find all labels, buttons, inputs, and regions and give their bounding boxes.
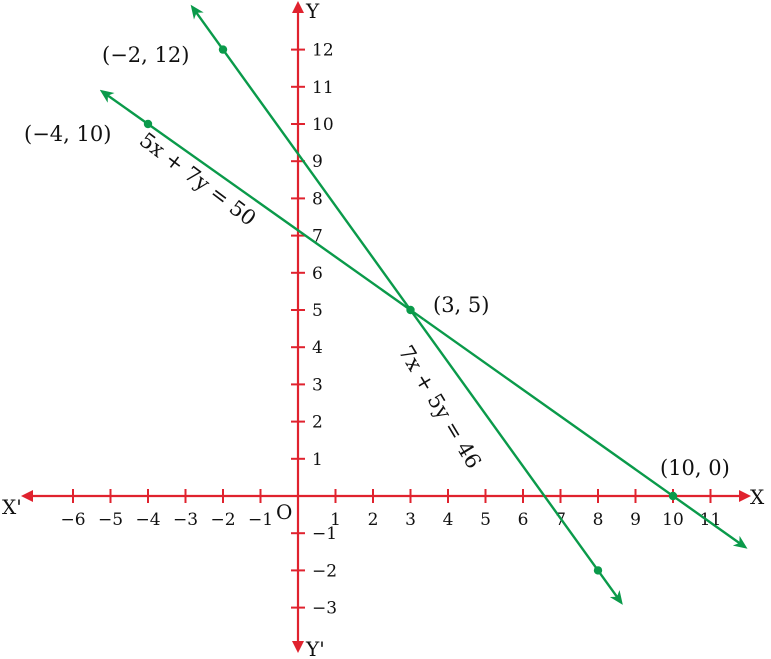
y-tick-label: −2 [312, 561, 337, 581]
point-label-3-5: (3, 5) [433, 293, 489, 317]
x-tick-label: −6 [60, 510, 85, 530]
x-tick-label: −2 [210, 510, 235, 530]
x-tick-label: 3 [405, 510, 416, 530]
x-tick-label: −3 [173, 510, 198, 530]
points-layer [143, 45, 678, 575]
x-tick-label: 2 [368, 510, 379, 530]
lines-layer [99, 4, 748, 605]
data-point-2 [143, 119, 153, 129]
y-tick-label: 2 [312, 413, 323, 433]
y-tick-label: 6 [312, 264, 323, 284]
y-tick-label: 3 [312, 375, 323, 395]
data-point-4 [668, 491, 678, 501]
data-point-5 [593, 566, 603, 575]
y-neg-axis-label: Y' [305, 637, 325, 659]
point-label-neg2-12: (−2, 12) [102, 43, 189, 67]
x-tick-label: −5 [98, 510, 123, 530]
x-tick-label: −4 [135, 510, 160, 530]
x-neg-axis-label: X' [2, 495, 22, 519]
series-line-1-lower [405, 304, 623, 605]
y-tick-label: 5 [312, 301, 323, 321]
y-tick-label: 10 [312, 115, 334, 135]
series-line-2-upper [99, 89, 425, 321]
series-line-1-upper [190, 4, 408, 306]
y-tick-label: −3 [312, 599, 337, 619]
x-tick-label: 9 [630, 510, 641, 530]
x-tick-label: 8 [593, 510, 604, 530]
y-tick-label: 12 [312, 41, 334, 61]
series-label-5x-7y-50: 5x + 7y = 50 [135, 128, 260, 231]
y-tick-label: 8 [312, 189, 323, 209]
series-line-2-lower [422, 318, 748, 549]
x-tick-label: 6 [518, 510, 529, 530]
x-tick-label: 5 [480, 510, 491, 530]
y-tick-label: 7 [312, 227, 323, 247]
x-tick-label: 1 [330, 510, 341, 530]
data-point-1 [218, 45, 228, 54]
x-tick-label: −1 [248, 510, 273, 530]
x-tick-label: 10 [662, 510, 684, 530]
origin-label: O [276, 500, 292, 524]
x-tick-label: 4 [443, 510, 454, 530]
y-tick-label: 11 [312, 78, 334, 98]
series-label-7x-5y-46: 7x + 5y = 46 [394, 341, 486, 473]
point-label-neg4-10: (−4, 10) [24, 122, 111, 146]
y-tick-label: 4 [312, 338, 323, 358]
y-tick-label: 9 [312, 152, 323, 172]
x-axis-label: X [750, 485, 765, 509]
axes-layer: −6−5−4−3−2−11234567891011−3−2−1123456789… [21, 1, 751, 653]
data-point-3 [406, 305, 415, 315]
point-label-10-0: (10, 0) [660, 456, 730, 480]
y-axis-label: Y [305, 0, 320, 23]
y-tick-label: 1 [312, 450, 323, 470]
y-tick-label: −1 [312, 524, 337, 544]
